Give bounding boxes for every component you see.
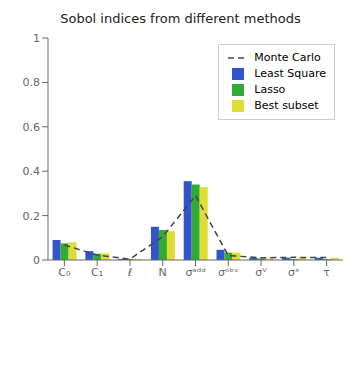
svg-text:N: N [159,266,167,279]
svg-text:σˣ: σˣ [288,266,300,279]
svg-text:0.2: 0.2 [23,210,41,223]
svg-text:τ: τ [323,266,330,279]
svg-text:0: 0 [33,254,40,267]
svg-text:σᵒᵇˢ: σᵒᵇˢ [218,266,238,279]
svg-text:0.4: 0.4 [23,165,41,178]
svg-text:C₀: C₀ [58,266,71,279]
html-text:Sobol indices from different m: Sobol indices from different methods [60,11,301,26]
svg-text:σᵃᵈᵈ: σᵃᵈᵈ [185,266,205,279]
svg-text:ℓ: ℓ [127,266,133,279]
html-text:Monte Carlo: Monte Carlo [254,51,321,64]
svg-text:0.8: 0.8 [23,76,41,89]
html-text:Least Square: Least Square [254,67,326,80]
svg-text:C₁: C₁ [91,266,103,279]
svg-text:σⱽ: σⱽ [255,266,267,279]
svg-text:1: 1 [33,32,40,45]
svg-text:0.6: 0.6 [23,121,41,134]
html-text:Best subset: Best subset [254,99,319,112]
html-text:Lasso: Lasso [254,83,286,96]
